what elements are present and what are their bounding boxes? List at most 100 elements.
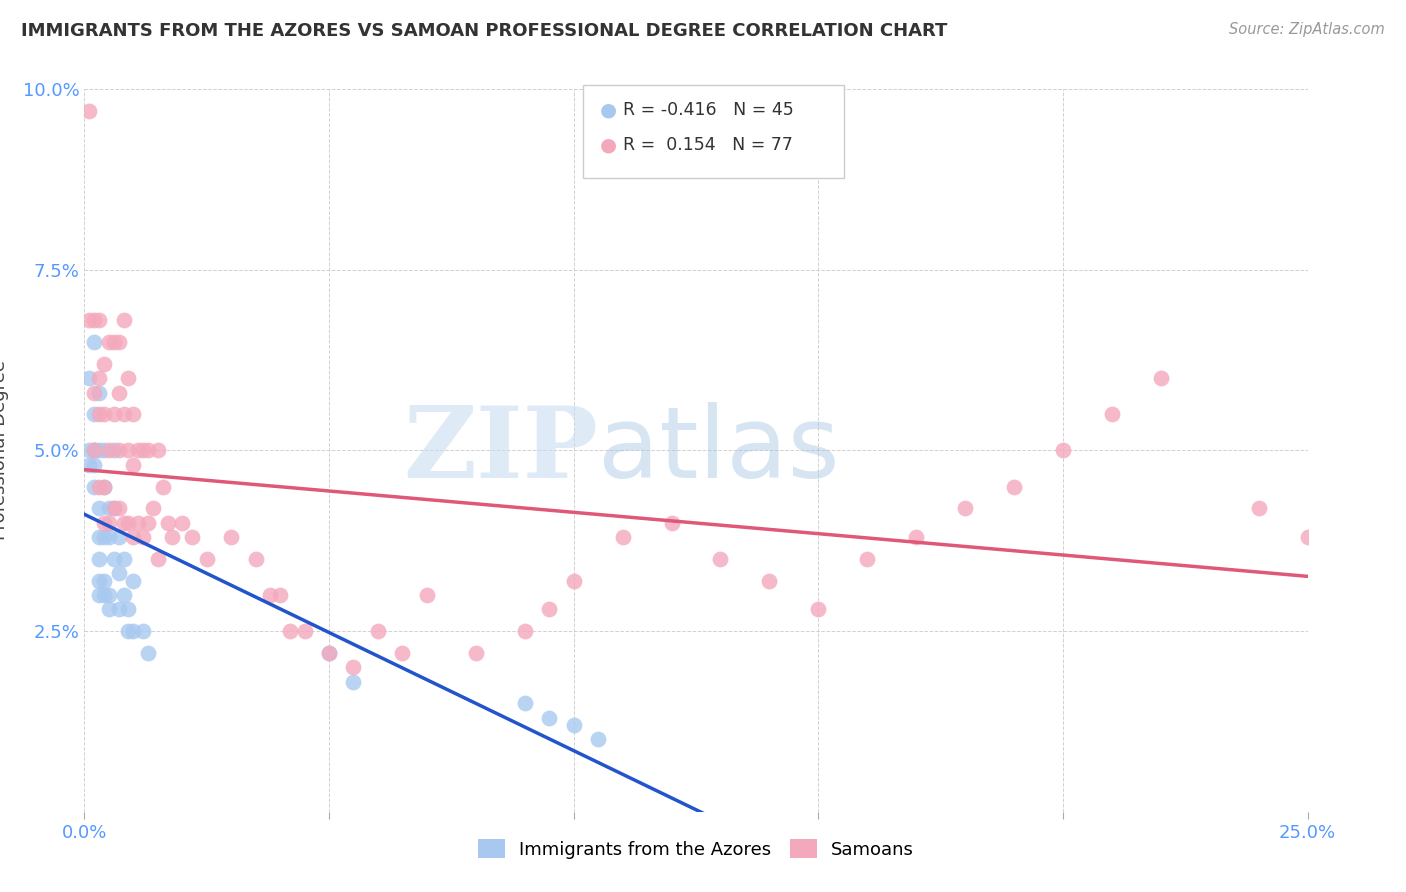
- Point: [132, 624, 155, 639]
- Point: [97, 516, 120, 530]
- Text: ●: ●: [600, 100, 617, 120]
- Point: [107, 566, 129, 581]
- Point: [661, 516, 683, 530]
- Point: [112, 407, 135, 422]
- Point: [107, 602, 129, 616]
- Text: atlas: atlas: [598, 402, 839, 499]
- Point: [953, 501, 976, 516]
- Point: [117, 443, 139, 458]
- Point: [87, 313, 110, 327]
- Point: [93, 516, 115, 530]
- Point: [103, 443, 125, 458]
- Point: [87, 501, 110, 516]
- Point: [103, 551, 125, 566]
- Point: [97, 443, 120, 458]
- Point: [122, 458, 145, 472]
- Point: [103, 501, 125, 516]
- Point: [122, 624, 145, 639]
- Point: [122, 407, 145, 422]
- Point: [1002, 480, 1025, 494]
- Point: [269, 588, 291, 602]
- Point: [77, 103, 100, 118]
- Point: [219, 530, 242, 544]
- Point: [87, 371, 110, 385]
- Point: [112, 588, 135, 602]
- Point: [97, 530, 120, 544]
- Point: [1296, 530, 1319, 544]
- Y-axis label: Professional Degree: Professional Degree: [0, 360, 8, 541]
- Point: [117, 516, 139, 530]
- Text: R = -0.416   N = 45: R = -0.416 N = 45: [623, 101, 793, 119]
- Point: [132, 443, 155, 458]
- Point: [117, 371, 139, 385]
- Point: [181, 530, 204, 544]
- Point: [107, 334, 129, 349]
- Point: [117, 624, 139, 639]
- Point: [1101, 407, 1123, 422]
- Point: [93, 407, 115, 422]
- Point: [93, 357, 115, 371]
- Point: [162, 530, 184, 544]
- Point: [586, 732, 609, 747]
- Point: [905, 530, 928, 544]
- Point: [93, 480, 115, 494]
- Point: [112, 551, 135, 566]
- Point: [83, 443, 105, 458]
- Point: [146, 551, 169, 566]
- Point: [77, 443, 100, 458]
- Point: [77, 371, 100, 385]
- Point: [612, 530, 634, 544]
- Point: [87, 530, 110, 544]
- Point: [152, 480, 174, 494]
- Point: [856, 551, 879, 566]
- Text: IMMIGRANTS FROM THE AZORES VS SAMOAN PROFESSIONAL DEGREE CORRELATION CHART: IMMIGRANTS FROM THE AZORES VS SAMOAN PRO…: [21, 22, 948, 40]
- Point: [103, 407, 125, 422]
- Point: [513, 697, 536, 711]
- Point: [758, 574, 780, 588]
- Point: [245, 551, 267, 566]
- Point: [107, 501, 129, 516]
- Point: [77, 458, 100, 472]
- Text: R =  0.154   N = 77: R = 0.154 N = 77: [623, 136, 793, 154]
- Point: [122, 530, 145, 544]
- Point: [391, 646, 413, 660]
- Point: [562, 718, 585, 732]
- Point: [107, 530, 129, 544]
- Point: [1247, 501, 1270, 516]
- Point: [172, 516, 194, 530]
- Point: [87, 443, 110, 458]
- Point: [294, 624, 316, 639]
- Point: [87, 480, 110, 494]
- Point: [97, 501, 120, 516]
- Point: [112, 516, 135, 530]
- Point: [112, 313, 135, 327]
- Point: [83, 385, 105, 400]
- Point: [127, 443, 149, 458]
- Point: [77, 313, 100, 327]
- Point: [83, 407, 105, 422]
- Point: [538, 602, 561, 616]
- Text: Source: ZipAtlas.com: Source: ZipAtlas.com: [1229, 22, 1385, 37]
- Point: [107, 385, 129, 400]
- Point: [132, 530, 155, 544]
- Text: ZIP: ZIP: [404, 402, 598, 499]
- Point: [342, 660, 364, 674]
- Point: [87, 407, 110, 422]
- Point: [142, 501, 165, 516]
- Point: [83, 443, 105, 458]
- Point: [136, 443, 159, 458]
- Point: [93, 480, 115, 494]
- Point: [562, 574, 585, 588]
- Point: [1150, 371, 1173, 385]
- Point: [97, 334, 120, 349]
- Point: [367, 624, 389, 639]
- Point: [93, 588, 115, 602]
- Point: [513, 624, 536, 639]
- Point: [156, 516, 179, 530]
- Point: [117, 602, 139, 616]
- Point: [278, 624, 301, 639]
- Point: [87, 551, 110, 566]
- Point: [87, 385, 110, 400]
- Point: [807, 602, 830, 616]
- Point: [83, 334, 105, 349]
